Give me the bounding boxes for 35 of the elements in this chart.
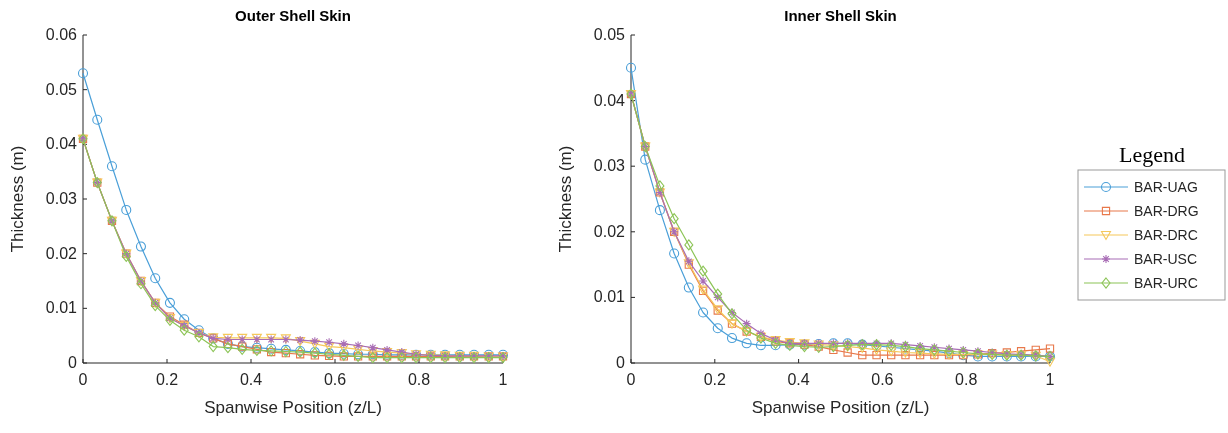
y-axis-title: Thickness (m) bbox=[556, 145, 575, 253]
y-tick-label: 0.04 bbox=[45, 135, 78, 153]
x-tick-label: 0.4 bbox=[787, 371, 810, 388]
x-tick-label: 1 bbox=[498, 371, 508, 388]
y-tick-label: 0.01 bbox=[593, 288, 626, 306]
x-axis-title: Spanwise Position (z/L) bbox=[204, 398, 382, 417]
y-tick-label: 0.01 bbox=[45, 299, 78, 317]
y-tick-label: 0.05 bbox=[593, 26, 626, 43]
y-tick-label: 0.06 bbox=[45, 26, 78, 43]
y-tick-label: 0.03 bbox=[593, 157, 626, 175]
y-tick-label: 0 bbox=[616, 354, 626, 371]
chart-title: Outer Shell Skin bbox=[235, 7, 351, 24]
y-tick-label: 0.03 bbox=[45, 190, 78, 207]
y-axis-title: Thickness (m) bbox=[8, 145, 27, 253]
x-tick-label: 1 bbox=[1045, 371, 1055, 388]
legend-title: Legend bbox=[1119, 142, 1185, 167]
legend-label: BAR-URC bbox=[1134, 275, 1198, 291]
legend-label: BAR-DRC bbox=[1134, 227, 1198, 243]
x-tick-label: 0.6 bbox=[871, 371, 894, 388]
x-tick-label: 0.4 bbox=[239, 371, 263, 388]
x-tick-label: 0.2 bbox=[155, 371, 179, 388]
legend-label: BAR-DRG bbox=[1134, 203, 1199, 219]
x-tick-label: 0.6 bbox=[323, 371, 347, 388]
x-axis-title: Spanwise Position (z/L) bbox=[751, 398, 930, 417]
y-tick-label: 0.02 bbox=[593, 222, 626, 240]
x-tick-label: 0.8 bbox=[407, 371, 431, 388]
x-tick-label: 0.2 bbox=[703, 371, 727, 388]
x-tick-label: 0.8 bbox=[955, 371, 978, 388]
legend-label: BAR-UAG bbox=[1134, 179, 1198, 195]
y-tick-label: 0 bbox=[68, 354, 78, 371]
y-tick-label: 0.05 bbox=[45, 80, 78, 98]
y-tick-label: 0.04 bbox=[593, 91, 626, 109]
legend-label: BAR-USC bbox=[1134, 251, 1198, 267]
chart-title: Inner Shell Skin bbox=[784, 7, 897, 24]
y-tick-label: 0.02 bbox=[45, 244, 78, 262]
